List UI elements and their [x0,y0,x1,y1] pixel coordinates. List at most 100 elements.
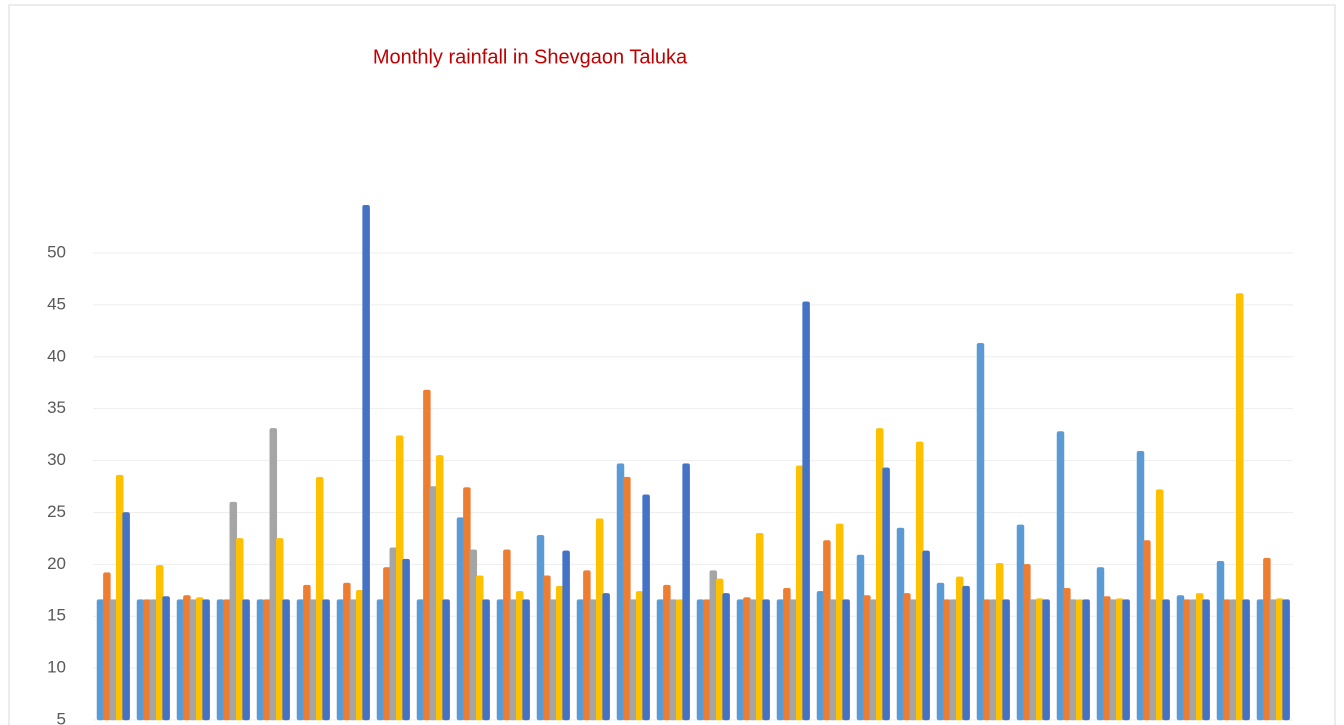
bar [783,587,791,721]
bar [202,599,210,721]
bar [1229,599,1238,721]
bar [429,486,438,721]
bar [1016,524,1025,721]
bar [875,428,884,721]
bar [315,476,324,721]
bar [195,597,204,721]
bar [389,547,398,721]
bar [1202,599,1210,721]
bar [962,585,970,721]
bar [435,455,444,721]
bar [722,593,730,721]
bar [303,584,311,721]
bar [549,599,558,721]
bar [189,599,198,721]
chart-title: Monthly rainfall in Shevgaon Taluka [373,46,688,68]
bar [115,474,124,721]
bar [1109,599,1118,721]
bar [475,575,484,721]
bar [795,465,804,721]
bar [555,585,564,721]
bar [789,599,798,721]
bar [355,590,364,721]
bar [589,599,598,721]
chart-frame [8,4,1336,725]
bar [709,570,718,721]
bar [1242,599,1250,721]
bar [103,572,111,721]
bar [983,599,991,721]
bar [1149,599,1158,721]
bar [442,599,450,721]
bar [383,567,391,721]
bar [776,599,785,721]
bar [1155,489,1164,721]
y-tick-label: 40 [47,346,66,365]
bar [229,501,238,721]
bar [402,558,410,721]
y-tick-label: 50 [47,243,66,262]
bar [1282,599,1290,721]
bar [1256,599,1265,721]
bar [503,549,511,721]
bar [882,467,890,721]
bar [423,389,431,721]
bar [149,599,158,721]
bar [703,599,711,721]
bar [736,599,745,721]
bar [1096,567,1105,721]
bar [675,599,684,721]
bar [509,599,518,721]
bar [955,576,964,721]
bar [242,599,250,721]
bar [235,538,244,721]
bar [995,563,1004,721]
bar [949,599,958,721]
bar [543,575,551,721]
bar [602,593,610,721]
bar [1082,599,1090,721]
bar [456,517,465,721]
bar [663,584,671,721]
y-tick-label: 35 [47,398,66,417]
bar [482,599,490,721]
bar [136,599,145,721]
bar [755,532,764,721]
bar [943,599,951,721]
bar [595,518,604,721]
bar [1042,599,1050,721]
y-tick-label: 15 [47,606,66,625]
bar [109,599,118,721]
bar [922,550,930,721]
bar [469,549,478,721]
bar [1183,599,1191,721]
bar [282,599,290,721]
bar [343,582,351,721]
bar [696,599,705,721]
bar [823,540,831,721]
bar [395,435,404,721]
bar [682,463,690,721]
bar [989,599,998,721]
y-tick-label: 45 [47,294,66,313]
bar [856,554,865,721]
bar [96,599,105,721]
bar [642,494,650,721]
bar [1176,595,1185,721]
bar [1235,293,1244,721]
bar [183,595,191,721]
bar [829,599,838,721]
y-tick-label: 5 [57,709,66,725]
bar [869,599,878,721]
bar [1143,540,1151,721]
bar [915,441,924,721]
bar [296,599,305,721]
bar [309,599,318,721]
bar [1063,587,1071,721]
bar [936,582,945,721]
bar [762,599,770,721]
y-tick-label: 30 [47,450,66,469]
bar [1029,599,1038,721]
bar [863,595,871,721]
